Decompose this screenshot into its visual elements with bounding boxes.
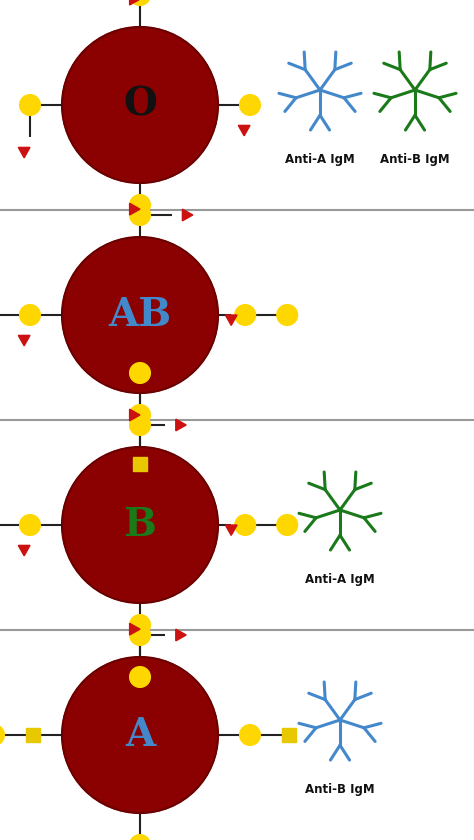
Polygon shape [176, 419, 186, 431]
Bar [133, 457, 147, 471]
Circle shape [20, 515, 40, 535]
Polygon shape [176, 629, 186, 641]
Circle shape [130, 615, 150, 635]
Circle shape [62, 447, 218, 603]
Polygon shape [18, 335, 30, 346]
Polygon shape [129, 0, 140, 5]
Polygon shape [129, 623, 140, 635]
Text: Anti-B IgM: Anti-B IgM [380, 154, 450, 166]
Circle shape [235, 515, 255, 535]
Circle shape [62, 27, 218, 183]
Circle shape [240, 95, 260, 115]
Circle shape [130, 667, 150, 687]
Circle shape [240, 725, 260, 745]
Text: O: O [123, 86, 157, 124]
Text: AB: AB [109, 296, 172, 334]
Circle shape [130, 625, 150, 645]
Circle shape [62, 237, 218, 393]
Circle shape [235, 305, 255, 325]
Circle shape [20, 305, 40, 325]
Circle shape [277, 305, 297, 325]
Text: Anti-A IgM: Anti-A IgM [285, 154, 355, 166]
Polygon shape [225, 525, 237, 535]
Circle shape [62, 657, 218, 813]
Text: A: A [125, 716, 155, 754]
Circle shape [130, 0, 150, 5]
Circle shape [130, 205, 150, 225]
Circle shape [0, 725, 4, 745]
Polygon shape [18, 147, 30, 158]
Bar [282, 728, 296, 742]
Polygon shape [238, 125, 250, 136]
Polygon shape [18, 545, 30, 556]
Polygon shape [129, 203, 140, 215]
Text: Anti-A IgM: Anti-A IgM [305, 574, 375, 586]
Circle shape [277, 515, 297, 535]
Circle shape [130, 363, 150, 383]
Circle shape [130, 405, 150, 425]
Polygon shape [129, 409, 140, 421]
Bar [26, 728, 40, 742]
Circle shape [20, 95, 40, 115]
Polygon shape [225, 315, 237, 325]
Circle shape [130, 195, 150, 215]
Text: Anti-B IgM: Anti-B IgM [305, 784, 375, 796]
Circle shape [130, 835, 150, 840]
Polygon shape [182, 209, 193, 221]
Circle shape [130, 415, 150, 435]
Text: B: B [124, 506, 156, 544]
